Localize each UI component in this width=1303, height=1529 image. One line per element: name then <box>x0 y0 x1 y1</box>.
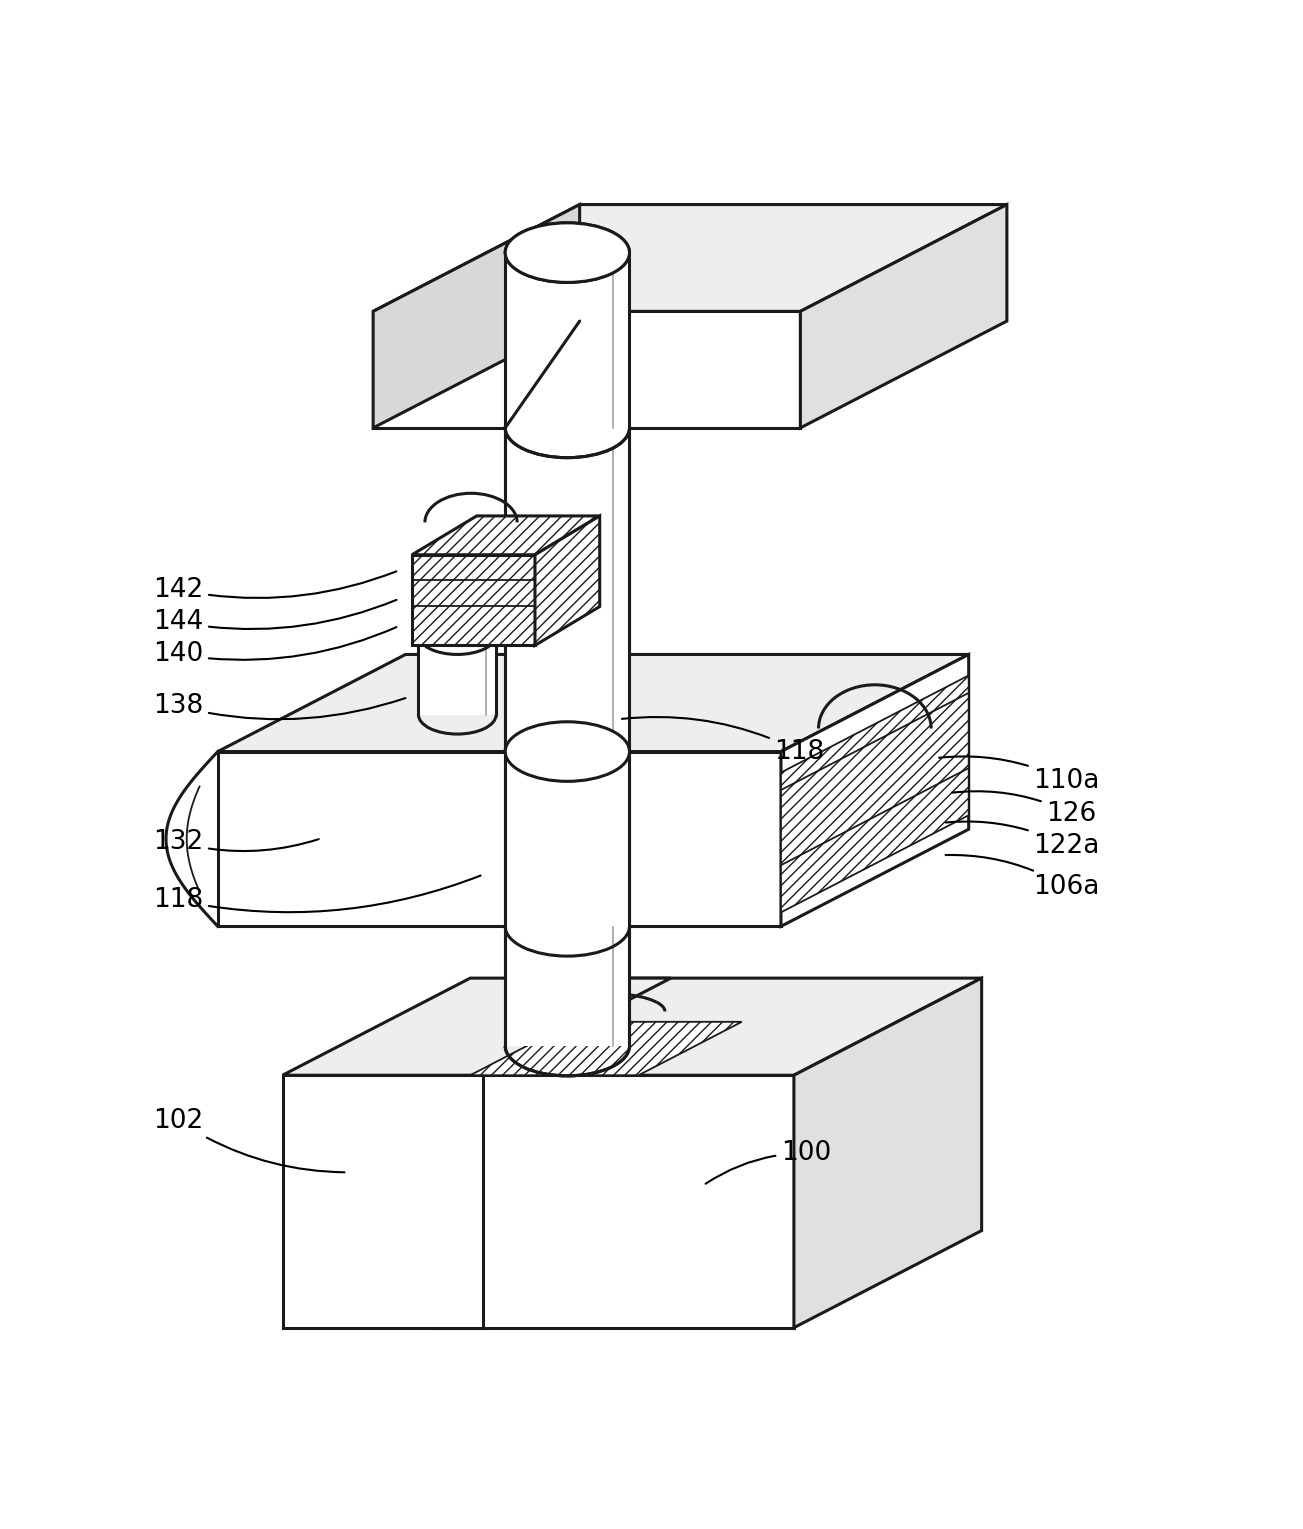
Polygon shape <box>218 752 780 927</box>
Text: 126: 126 <box>952 790 1097 827</box>
Polygon shape <box>412 515 599 555</box>
Ellipse shape <box>418 616 496 654</box>
Text: 110a: 110a <box>939 757 1100 795</box>
Polygon shape <box>218 654 968 752</box>
Polygon shape <box>780 654 968 927</box>
Text: 132: 132 <box>152 829 319 855</box>
Text: 144: 144 <box>152 599 396 635</box>
Text: 122a: 122a <box>946 821 1100 859</box>
Polygon shape <box>431 979 981 1075</box>
Polygon shape <box>373 312 800 428</box>
Text: 118: 118 <box>622 717 825 764</box>
Polygon shape <box>800 205 1007 428</box>
Polygon shape <box>470 1021 741 1075</box>
Polygon shape <box>536 515 599 645</box>
Polygon shape <box>506 927 629 1046</box>
Polygon shape <box>506 428 629 1046</box>
Ellipse shape <box>506 223 629 283</box>
Ellipse shape <box>506 398 629 457</box>
Polygon shape <box>431 1075 794 1327</box>
Polygon shape <box>780 676 968 913</box>
Polygon shape <box>412 555 536 645</box>
Polygon shape <box>506 742 629 927</box>
Ellipse shape <box>506 722 629 781</box>
Text: 138: 138 <box>152 693 405 719</box>
Text: 142: 142 <box>152 572 396 602</box>
Polygon shape <box>283 979 671 1075</box>
Ellipse shape <box>506 223 629 283</box>
Text: 140: 140 <box>152 627 396 668</box>
Polygon shape <box>418 635 496 714</box>
Polygon shape <box>283 1075 483 1327</box>
Polygon shape <box>373 205 580 428</box>
Text: 118: 118 <box>152 876 481 913</box>
Polygon shape <box>506 428 629 752</box>
Polygon shape <box>506 252 629 428</box>
Text: 102: 102 <box>152 1107 344 1173</box>
Text: 100: 100 <box>706 1141 831 1183</box>
Polygon shape <box>373 205 1007 312</box>
Text: 106a: 106a <box>946 855 1100 901</box>
Polygon shape <box>794 979 981 1327</box>
